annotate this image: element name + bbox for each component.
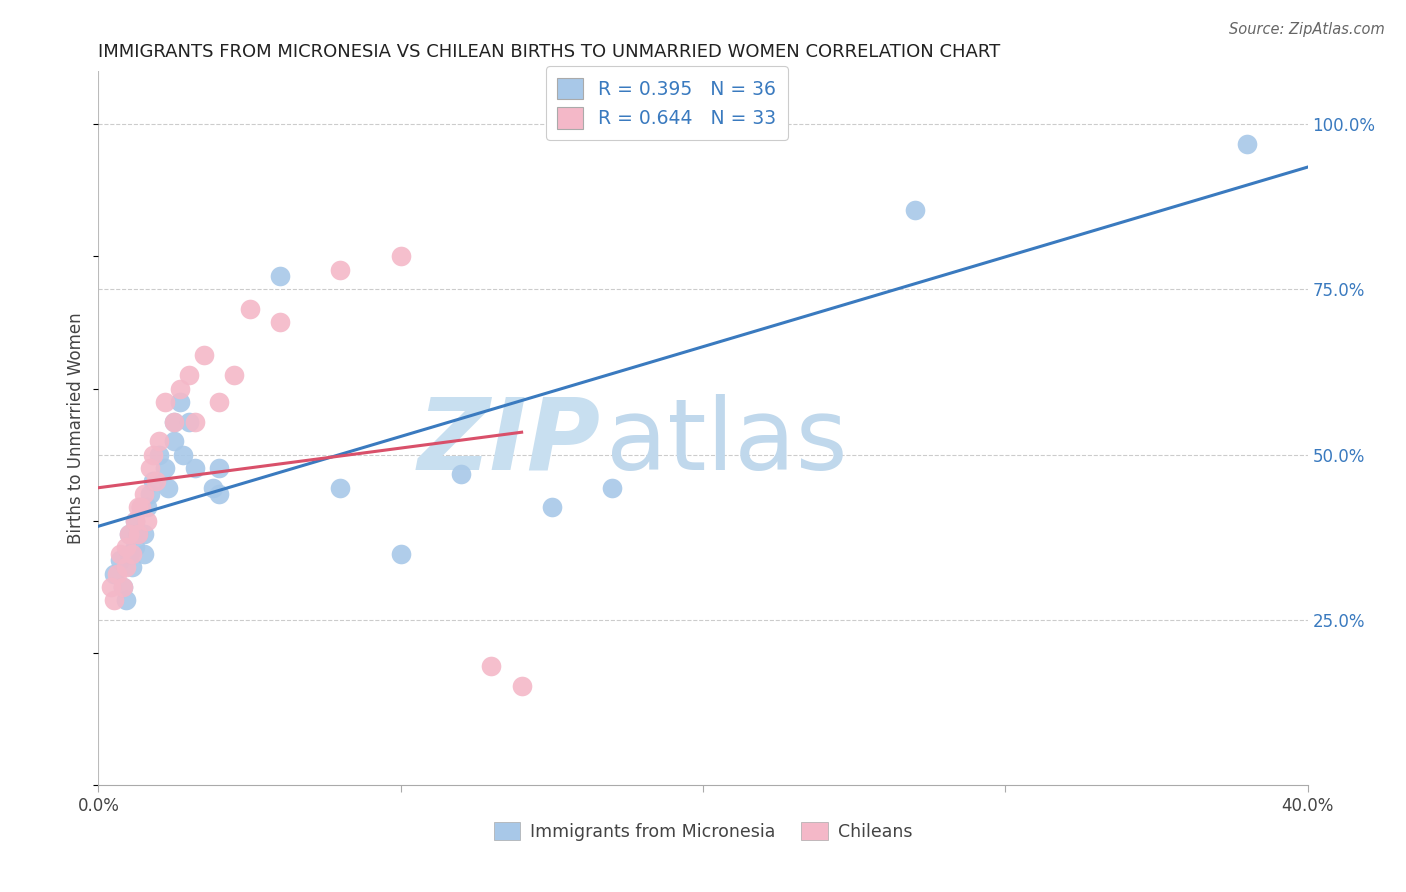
Point — [103, 593, 125, 607]
Point — [139, 487, 162, 501]
Point — [208, 460, 231, 475]
Point — [481, 659, 503, 673]
Point — [239, 302, 262, 317]
Point — [118, 527, 141, 541]
Point — [179, 368, 201, 383]
Point — [269, 315, 291, 329]
Point — [184, 460, 207, 475]
Point — [172, 448, 194, 462]
Point — [111, 580, 134, 594]
Point — [114, 593, 136, 607]
Point — [904, 203, 927, 218]
Point — [139, 460, 162, 475]
Text: IMMIGRANTS FROM MICRONESIA VS CHILEAN BIRTHS TO UNMARRIED WOMEN CORRELATION CHAR: IMMIGRANTS FROM MICRONESIA VS CHILEAN BI… — [98, 44, 1001, 62]
Point — [156, 481, 179, 495]
Point — [163, 415, 186, 429]
Point — [184, 415, 207, 429]
Point — [193, 349, 215, 363]
Point — [510, 679, 533, 693]
Point — [135, 500, 157, 515]
Point — [105, 566, 128, 581]
Point — [103, 566, 125, 581]
Point — [329, 262, 352, 277]
Point — [142, 474, 165, 488]
Point — [121, 560, 143, 574]
Point — [108, 547, 131, 561]
Legend: Immigrants from Micronesia, Chileans: Immigrants from Micronesia, Chileans — [486, 815, 920, 847]
Point — [163, 434, 186, 449]
Y-axis label: Births to Unmarried Women: Births to Unmarried Women — [67, 312, 86, 544]
Point — [208, 394, 231, 409]
Text: ZIP: ZIP — [418, 394, 600, 491]
Point — [208, 487, 231, 501]
Point — [153, 460, 176, 475]
Point — [179, 415, 201, 429]
Point — [129, 500, 152, 515]
Text: atlas: atlas — [606, 394, 848, 491]
Point — [111, 580, 134, 594]
Point — [118, 527, 141, 541]
Point — [129, 500, 152, 515]
Point — [169, 394, 191, 409]
Point — [132, 527, 155, 541]
Point — [169, 382, 191, 396]
Point — [148, 434, 170, 449]
Point — [163, 415, 186, 429]
Point — [450, 467, 472, 482]
Point — [127, 500, 149, 515]
Point — [135, 514, 157, 528]
Point — [540, 500, 562, 515]
Point — [142, 448, 165, 462]
Point — [124, 514, 146, 528]
Point — [118, 547, 141, 561]
Point — [153, 394, 176, 409]
Point — [124, 514, 146, 528]
Point — [202, 481, 225, 495]
Point — [1236, 136, 1258, 151]
Point — [108, 553, 131, 567]
Point — [602, 481, 624, 495]
Point — [224, 368, 246, 383]
Point — [121, 547, 143, 561]
Point — [132, 547, 155, 561]
Point — [269, 269, 291, 284]
Point — [127, 527, 149, 541]
Point — [127, 527, 149, 541]
Point — [389, 249, 412, 263]
Point — [148, 448, 170, 462]
Point — [124, 540, 146, 554]
Point — [145, 474, 167, 488]
Point — [114, 560, 136, 574]
Point — [389, 547, 412, 561]
Point — [329, 481, 352, 495]
Point — [100, 580, 122, 594]
Point — [132, 487, 155, 501]
Text: Source: ZipAtlas.com: Source: ZipAtlas.com — [1229, 22, 1385, 37]
Point — [114, 540, 136, 554]
